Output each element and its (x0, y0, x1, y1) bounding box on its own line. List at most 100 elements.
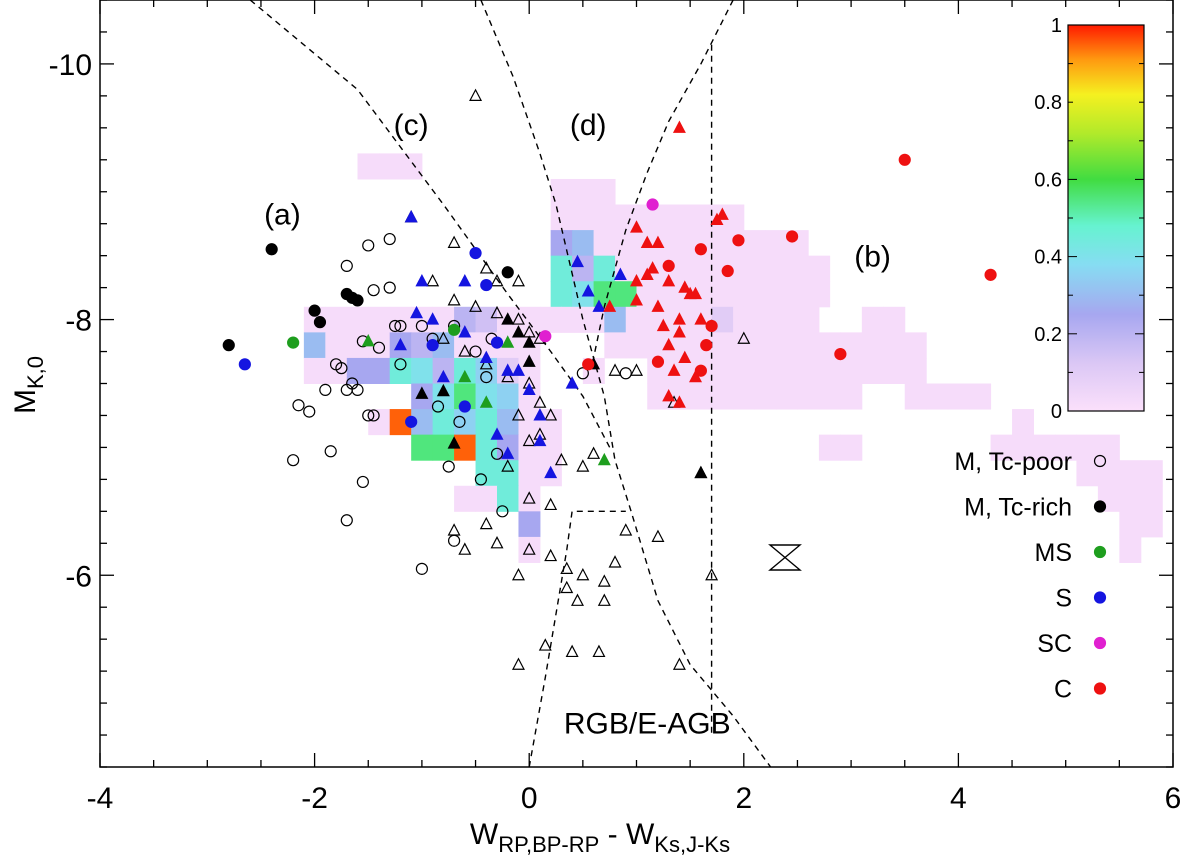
density-cell (615, 281, 637, 308)
density-cell (754, 383, 777, 410)
data-point (710, 212, 724, 225)
data-point (533, 433, 547, 447)
density-cell (518, 511, 541, 538)
data-point (469, 247, 482, 260)
density-cell (1012, 409, 1035, 436)
data-point (383, 281, 396, 294)
data-point (222, 339, 235, 352)
data-point (458, 369, 472, 383)
data-point (592, 644, 606, 658)
legend-marker (1093, 591, 1107, 604)
region-boundaries (249, 0, 802, 768)
data-point (479, 395, 493, 408)
density-cell (550, 281, 573, 308)
density-cell (1119, 511, 1142, 538)
data-point (313, 316, 327, 329)
data-point (458, 344, 472, 357)
data-point (646, 261, 660, 274)
density-cell (615, 230, 637, 257)
density-cell (325, 332, 348, 359)
data-point (287, 336, 300, 349)
data-point (689, 369, 703, 383)
density-cell (539, 409, 562, 436)
data-point (415, 319, 428, 333)
data-point (539, 330, 552, 343)
density-cell (518, 460, 541, 487)
data-point (501, 459, 515, 472)
data-point (511, 408, 525, 421)
data-point (265, 243, 278, 256)
density-cell (883, 306, 906, 333)
data-point (393, 337, 407, 351)
data-point (511, 657, 525, 670)
colorbar-tick-label: 0 (1051, 401, 1062, 423)
density-cell (840, 434, 863, 461)
density-cell (518, 357, 541, 384)
density-cell (475, 306, 498, 333)
data-point (447, 436, 461, 449)
data-point (490, 447, 504, 460)
y-tick-label: -6 (65, 560, 92, 593)
data-point (565, 376, 579, 389)
legend-label: M, Tc-rich (964, 494, 1072, 522)
data-point (453, 415, 466, 428)
density-cell (947, 383, 970, 410)
density-cell (625, 306, 648, 333)
density-cell (1119, 460, 1142, 487)
data-point (597, 574, 611, 587)
density-cell (604, 306, 627, 333)
legend-marker (1093, 500, 1107, 513)
data-point (480, 278, 493, 292)
data-point (367, 284, 380, 297)
density-cell (454, 485, 477, 512)
density-cell (368, 332, 391, 359)
density-cell (1076, 460, 1099, 487)
data-point (372, 341, 386, 354)
data-point (732, 234, 745, 247)
density-cell (346, 332, 369, 359)
data-point (351, 294, 364, 307)
colorbar-tick-label: 0.6 (1034, 169, 1062, 191)
density-cell (861, 332, 884, 359)
density-cell (765, 281, 788, 308)
density-cell (969, 383, 992, 410)
data-point (672, 120, 686, 133)
data-point (565, 644, 579, 658)
data-point (522, 335, 536, 348)
data-point (570, 254, 584, 268)
data-point (662, 259, 675, 272)
data-point (544, 548, 558, 562)
data-point (447, 534, 461, 547)
density-cell (550, 178, 573, 206)
density-cell (475, 409, 498, 436)
density-cell (657, 230, 680, 257)
data-point (501, 363, 515, 376)
colorbar-gradient (1067, 24, 1145, 412)
density-cell (765, 230, 788, 257)
data-point (501, 446, 515, 459)
data-point (447, 293, 461, 306)
colorbar-tick-label: 1 (1051, 15, 1062, 37)
density-cell (346, 306, 369, 333)
data-point (672, 657, 686, 670)
density-cell (454, 383, 477, 410)
density-cell (411, 357, 434, 384)
axis-ticks (99, 0, 1174, 768)
density-cell (775, 306, 798, 333)
y-axis-label: MK,0 (9, 356, 48, 414)
legend-marker (1093, 454, 1107, 468)
data-point (646, 198, 659, 211)
data-point (469, 345, 482, 358)
data-point (501, 335, 515, 348)
data-point (533, 408, 547, 421)
legend-markers (1093, 454, 1107, 695)
density-cell (904, 383, 927, 410)
data-point (511, 312, 525, 325)
data-point (656, 318, 670, 332)
data-point (672, 312, 686, 325)
data-point (511, 363, 525, 376)
data-point (554, 452, 568, 466)
data-point (479, 357, 493, 370)
x-tick-label: -4 (87, 782, 114, 815)
